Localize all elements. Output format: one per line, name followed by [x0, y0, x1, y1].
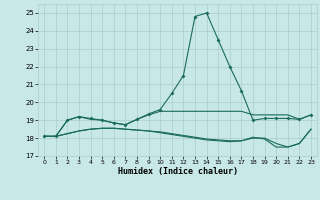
X-axis label: Humidex (Indice chaleur): Humidex (Indice chaleur): [118, 167, 238, 176]
